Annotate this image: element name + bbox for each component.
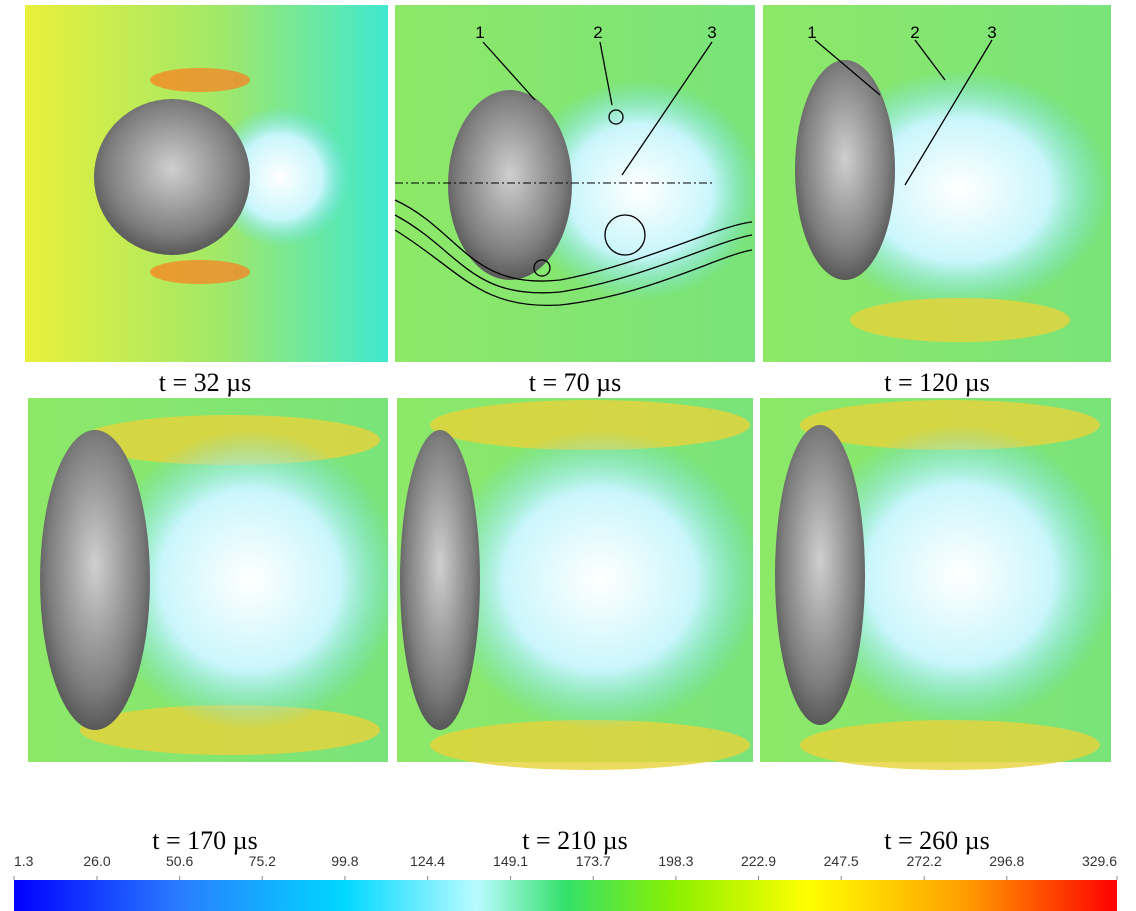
colorbar-tick-label: 99.8: [331, 853, 358, 869]
panel: [28, 398, 400, 762]
panel-label: t = 32 µs: [159, 368, 252, 397]
panel-label: t = 210 µs: [522, 826, 628, 855]
marker-label: 1: [807, 23, 816, 42]
colorbar-tick-label: 173.7: [576, 853, 611, 869]
colorbar-tick-label: 198.3: [658, 853, 693, 869]
colorbar-tick-label: 124.4: [410, 853, 445, 869]
marker-label: 2: [593, 23, 602, 42]
colorbar-tick-label: 75.2: [249, 853, 276, 869]
panel: [760, 398, 1115, 770]
colorbar-tick-label: 50.6: [166, 853, 193, 869]
colorbar-tick-label: 247.5: [824, 853, 859, 869]
marker-label: 3: [707, 23, 716, 42]
panel-label: t = 120 µs: [884, 368, 990, 397]
colorbar-tick-label: 222.9: [741, 853, 776, 869]
colorbar-tick-label: 329.6: [1082, 853, 1117, 869]
panel: [25, 5, 388, 362]
colorbar-tick-label: 26.0: [83, 853, 110, 869]
colorbar-tick-label: 149.1: [493, 853, 528, 869]
panel: 1 2 3: [395, 5, 760, 362]
panel-label: t = 260 µs: [884, 826, 990, 855]
figure: 1 2 3 1 2 3 t = 32 µs t =: [0, 0, 1136, 911]
panel: 1 2 3: [763, 5, 1111, 362]
colorbar-tick-label: 1.3: [14, 853, 34, 869]
marker-label: 3: [987, 23, 996, 42]
panel: [397, 398, 760, 770]
panel-label: t = 70 µs: [529, 368, 622, 397]
colorbar-ticks: 1.3 26.0 50.6 75.2 99.8 124.4 149.1 173.7 198.3 2…: [14, 853, 1117, 880]
colorbar-tick-label: 272.2: [907, 853, 942, 869]
marker-label: 1: [475, 23, 484, 42]
colorbar-tick-label: 296.8: [989, 853, 1024, 869]
panel-label: t = 170 µs: [152, 826, 258, 855]
marker-label: 2: [910, 23, 919, 42]
colorbar: [14, 880, 1117, 911]
